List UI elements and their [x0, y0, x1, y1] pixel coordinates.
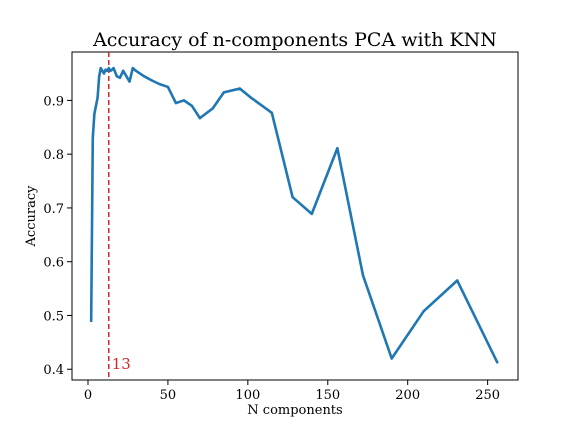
data-point: [108, 67, 110, 69]
data-point: [103, 72, 105, 74]
data-point: [119, 77, 121, 79]
data-point: [92, 137, 94, 139]
data-point: [183, 99, 185, 101]
data-point: [96, 97, 98, 99]
y-tick-label: 0.5: [43, 309, 64, 324]
chart-title: Accuracy of n-components PCA with KNN: [92, 29, 497, 51]
x-tick-label: 0: [84, 388, 92, 403]
data-point: [106, 70, 108, 72]
data-point: [211, 107, 213, 109]
data-point: [391, 357, 393, 359]
data-point: [125, 75, 127, 77]
x-tick-label: 150: [315, 388, 340, 403]
data-point: [422, 310, 424, 312]
x-tick-label: 200: [395, 388, 420, 403]
data-point: [175, 102, 177, 104]
data-point: [250, 97, 252, 99]
data-point: [101, 70, 103, 72]
data-point: [95, 105, 97, 107]
data-point: [159, 83, 161, 85]
data-point: [90, 320, 92, 322]
data-point: [199, 117, 201, 119]
y-axis-label: Accuracy: [24, 185, 39, 248]
data-point: [223, 91, 225, 93]
data-point: [93, 113, 95, 115]
data-point: [271, 112, 273, 114]
data-point: [98, 75, 100, 77]
data-point: [135, 70, 137, 72]
y-axis-ticks: 0.4 0.5 0.6 0.7 0.8 0.9: [43, 94, 72, 378]
data-point: [239, 87, 241, 89]
data-point: [112, 67, 114, 69]
x-tick-label: 100: [235, 388, 260, 403]
x-axis-ticks: 0 50 100 150 200 250: [84, 380, 500, 403]
data-point: [191, 105, 193, 107]
data-point: [362, 274, 364, 276]
vline-annotation: 13: [112, 355, 131, 373]
plot-area: 0 50 100 150 200 250 0.4 0.5 0.6 0.7 0.8 0.9 13: [43, 52, 518, 403]
data-point: [496, 361, 498, 363]
data-point: [167, 86, 169, 88]
x-axis-label: N components: [247, 403, 342, 418]
axes-frame: [72, 52, 518, 380]
data-point: [336, 147, 338, 149]
y-tick-label: 0.4: [43, 363, 64, 378]
data-point: [143, 75, 145, 77]
data-point: [151, 79, 153, 81]
data-point: [132, 67, 134, 69]
data-point: [456, 279, 458, 281]
x-tick-label: 50: [160, 388, 177, 403]
data-point: [122, 70, 124, 72]
data-point: [291, 196, 293, 198]
data-point: [116, 75, 118, 77]
data-point: [100, 67, 102, 69]
data-point: [311, 213, 313, 215]
y-tick-label: 0.8: [43, 148, 64, 163]
y-tick-label: 0.9: [43, 94, 64, 109]
y-tick-label: 0.7: [43, 202, 64, 217]
y-tick-label: 0.6: [43, 256, 64, 271]
x-tick-label: 250: [475, 388, 500, 403]
data-point: [128, 80, 130, 82]
